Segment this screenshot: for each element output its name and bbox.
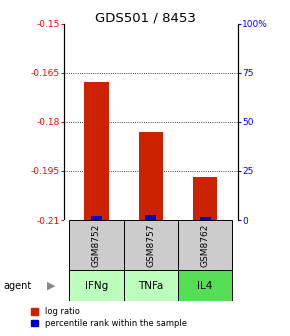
Bar — [84, 83, 109, 220]
Bar — [200, 217, 211, 220]
Text: IL4: IL4 — [197, 281, 213, 291]
Bar — [193, 177, 218, 220]
Text: ▶: ▶ — [46, 281, 55, 291]
FancyBboxPatch shape — [69, 270, 124, 301]
Bar — [145, 215, 156, 220]
FancyBboxPatch shape — [178, 220, 232, 270]
Text: GDS501 / 8453: GDS501 / 8453 — [95, 12, 195, 25]
Text: agent: agent — [3, 281, 31, 291]
Bar — [139, 132, 163, 220]
Legend: log ratio, percentile rank within the sample: log ratio, percentile rank within the sa… — [28, 304, 190, 331]
FancyBboxPatch shape — [124, 270, 178, 301]
FancyBboxPatch shape — [178, 270, 232, 301]
FancyBboxPatch shape — [124, 220, 178, 270]
Text: GSM8762: GSM8762 — [201, 223, 210, 267]
Bar — [91, 216, 102, 220]
Text: GSM8752: GSM8752 — [92, 223, 101, 267]
Text: TNFa: TNFa — [138, 281, 164, 291]
FancyBboxPatch shape — [69, 220, 124, 270]
Text: GSM8757: GSM8757 — [146, 223, 155, 267]
Text: IFNg: IFNg — [85, 281, 108, 291]
